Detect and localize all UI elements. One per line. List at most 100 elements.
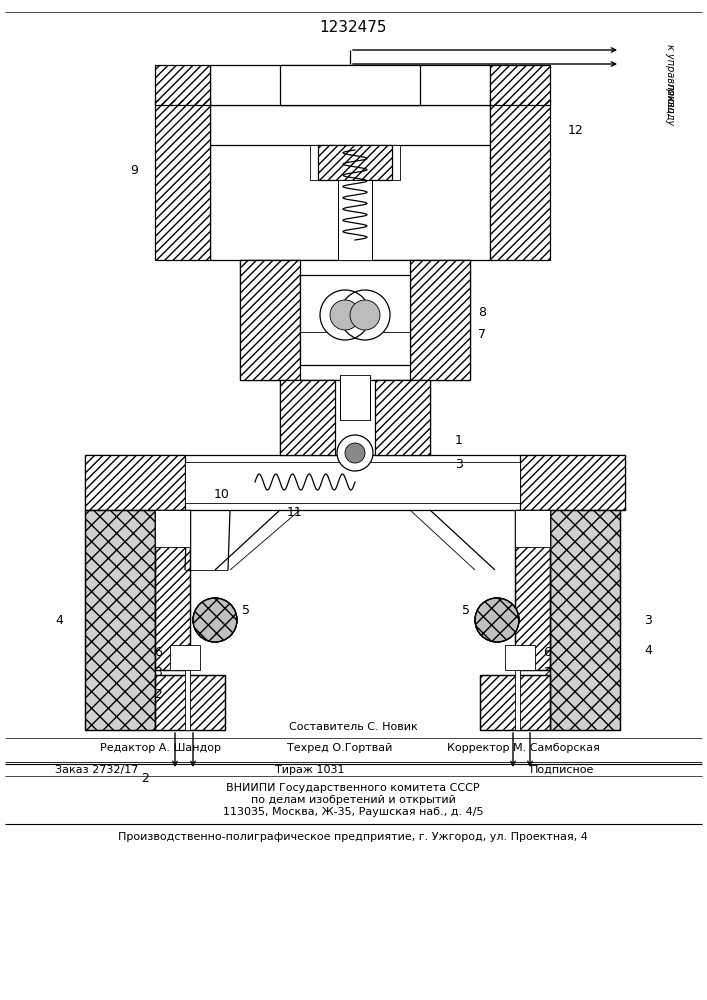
Bar [515,670,520,730]
Bar [550,510,620,730]
Bar [155,100,210,260]
Bar [318,145,392,180]
Bar [85,510,155,730]
Bar [155,510,190,670]
Text: Подписное: Подписное [530,765,595,775]
Bar [340,375,370,420]
Bar [338,180,372,260]
Text: приводу: приводу [665,83,675,127]
Text: 8: 8 [478,306,486,318]
Bar [520,455,625,510]
Bar [410,260,470,380]
Circle shape [340,290,390,340]
Text: 4: 4 [55,613,63,626]
Bar [520,455,625,510]
Circle shape [330,300,360,330]
Text: Заказ 2732/17: Заказ 2732/17 [55,765,139,775]
Bar [155,675,225,730]
Bar [155,510,190,670]
Bar [318,145,392,180]
Circle shape [337,435,373,471]
Bar [505,645,535,670]
Text: Корректор М. Самборская: Корректор М. Самборская [447,743,600,753]
Circle shape [193,598,237,642]
Bar [550,510,620,730]
Bar [490,65,550,105]
Bar [240,260,300,380]
Text: 12: 12 [568,123,584,136]
Bar [185,462,520,503]
Bar [490,65,550,105]
Circle shape [350,300,380,330]
Text: 2: 2 [543,666,551,678]
Bar [155,510,190,547]
Bar [480,675,550,730]
Text: 2: 2 [154,688,162,702]
Text: 3: 3 [455,458,463,472]
Circle shape [193,598,237,642]
Bar [240,260,300,380]
Bar [375,380,430,455]
Text: 3: 3 [154,666,162,678]
Bar [515,510,550,547]
Bar [515,510,550,670]
Bar [155,675,225,730]
Bar [170,645,200,670]
Bar [210,105,490,260]
Bar [85,455,185,510]
Bar [310,145,400,180]
Text: 2: 2 [141,772,149,784]
Bar [515,510,550,670]
Text: 6: 6 [543,646,551,658]
Bar [300,275,410,365]
Bar [550,510,620,730]
Bar [85,510,155,730]
Text: Техред О.Гортвай: Техред О.Гортвай [287,743,392,753]
Bar [375,380,430,455]
Bar [480,675,550,730]
Text: 6: 6 [154,646,162,658]
Bar [490,100,550,260]
Text: Редактор А. Шандор: Редактор А. Шандор [100,743,221,753]
Text: 4: 4 [644,644,652,656]
Bar [280,380,335,455]
Text: 9: 9 [130,163,138,176]
Bar [155,65,210,105]
Text: Тираж 1031: Тираж 1031 [275,765,345,775]
Bar [210,65,490,105]
Bar [185,670,190,730]
Text: к управляющ.: к управляющ. [665,44,675,116]
Bar [155,510,190,670]
Bar [480,675,550,730]
Circle shape [475,598,519,642]
Bar [280,380,430,455]
Bar [155,675,225,730]
Bar [280,65,420,105]
Text: 1232475: 1232475 [320,20,387,35]
Circle shape [475,598,519,642]
Text: 7: 7 [478,328,486,342]
Bar [85,455,625,510]
Bar [410,260,470,380]
Bar [515,510,550,670]
Text: 5: 5 [462,603,470,616]
Bar [240,260,470,380]
Circle shape [320,290,370,340]
Text: 3: 3 [644,613,652,626]
Bar [210,100,490,145]
Circle shape [345,443,365,463]
Bar [155,65,210,105]
Bar [85,455,185,510]
Text: Составитель С. Новик: Составитель С. Новик [288,722,417,732]
Text: 11: 11 [287,506,303,518]
Text: 113035, Москва, Ж-35, Раушская наб., д. 4/5: 113035, Москва, Ж-35, Раушская наб., д. … [223,807,484,817]
Text: по делам изобретений и открытий: по делам изобретений и открытий [250,795,455,805]
Text: 5: 5 [242,603,250,616]
Bar [85,510,155,730]
Text: 10: 10 [214,488,230,502]
Bar [155,100,210,260]
Text: ВНИИПИ Государственного комитета СССР: ВНИИПИ Государственного комитета СССР [226,783,480,793]
Text: 1: 1 [455,434,463,446]
Bar [490,100,550,260]
Text: Производственно-полиграфическое предприятие, г. Ужгород, ул. Проектная, 4: Производственно-полиграфическое предприя… [118,832,588,842]
